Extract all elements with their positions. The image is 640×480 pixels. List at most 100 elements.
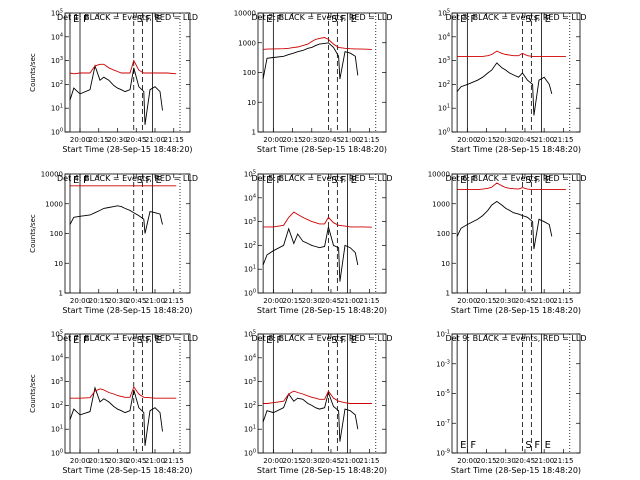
- y-tick-label: 103: [51, 377, 63, 386]
- y-tick-label: 102: [244, 241, 256, 250]
- x-tick-label: 20:30: [496, 297, 516, 305]
- x-tick-label: 21:15: [164, 136, 184, 144]
- event-marker-label: E: [156, 335, 162, 346]
- event-marker-label: S: [525, 440, 531, 451]
- series-events-line: [69, 386, 163, 446]
- x-axis-label: Start Time (28-Sep-15 18:48:20): [451, 466, 581, 475]
- event-marker-label: E: [351, 14, 357, 25]
- y-tick-label: 102: [244, 401, 256, 410]
- plot-frame: [64, 12, 191, 133]
- event-marker-label: F: [534, 440, 540, 451]
- x-tick-label: 20:30: [302, 457, 322, 465]
- x-tick-label: 20:30: [107, 457, 127, 465]
- event-marker-label: E: [73, 14, 79, 25]
- x-tick-label: 20:00: [70, 297, 90, 305]
- event-marker-label: S: [137, 335, 143, 346]
- plot-frame: [451, 173, 581, 294]
- event-marker-label: S: [331, 175, 337, 186]
- y-tick-label: 101: [244, 425, 256, 434]
- y-tick-label: 103: [244, 377, 256, 386]
- x-tick-label: 20:30: [107, 136, 127, 144]
- event-marker-label: E: [545, 175, 551, 186]
- y-tick-label: 100: [437, 230, 450, 238]
- x-tick-label: 21:00: [145, 297, 165, 305]
- x-axis-label: Start Time (28-Sep-15 18:48:20): [257, 306, 387, 315]
- event-marker-label: F: [146, 175, 152, 186]
- x-tick-label: 21:15: [359, 297, 379, 305]
- x-tick-label: 21:00: [145, 457, 165, 465]
- x-tick-label: 20:45: [321, 297, 341, 305]
- x-tick-label: 20:30: [496, 136, 516, 144]
- x-tick-label: 21:15: [164, 457, 184, 465]
- y-tick-label: 10: [54, 260, 63, 268]
- panel-det-1: 10010110210310410520:0020:1520:3020:4521…: [29, 9, 198, 155]
- event-marker-label: E: [266, 335, 272, 346]
- panel-title: Det 9: BLACK = Events, RED = LLD: [446, 334, 587, 343]
- plot-frame: [257, 12, 387, 133]
- x-tick-label: 21:15: [359, 136, 379, 144]
- event-marker-label: F: [534, 175, 540, 186]
- y-tick-label: 10-1: [436, 330, 450, 339]
- event-marker-label: F: [83, 335, 89, 346]
- event-marker-label: E: [351, 335, 357, 346]
- event-marker-label: F: [534, 14, 540, 25]
- y-tick-label: 1000: [238, 39, 256, 47]
- panel-title: Det 7: BLACK = Events, RED = LLD: [57, 334, 198, 343]
- y-tick-label: 10-9: [436, 449, 450, 458]
- x-tick-label: 20:45: [321, 136, 341, 144]
- x-axis-label: Start Time (28-Sep-15 18:48:20): [62, 145, 192, 154]
- plot-frame: [64, 333, 191, 454]
- x-tick-label: 20:15: [476, 457, 496, 465]
- panel-title: Det 1: BLACK = Events, RED = LLD: [57, 13, 198, 22]
- y-tick-label: 10000: [428, 171, 450, 179]
- series-events-line: [262, 42, 359, 80]
- y-tick-label: 1: [59, 290, 63, 298]
- event-marker-label: E: [460, 440, 466, 451]
- panel-det-6: 1 10 100 1000 10000 20:00 20:15 20:30 20:45 21:00…: [428, 171, 587, 316]
- x-axis-label: Start Time (28-Sep-15 18:48:20): [451, 306, 581, 315]
- y-tick-label: 101: [438, 104, 450, 113]
- x-tick-label: 20:15: [282, 457, 302, 465]
- x-tick-label: 20:45: [515, 297, 535, 305]
- y-tick-label: 102: [438, 80, 450, 89]
- panel-det-7: 10010110210310410520:0020:1520:3020:4521…: [29, 330, 198, 476]
- y-tick-label: 10000: [234, 10, 256, 18]
- x-tick-label: 21:00: [145, 136, 165, 144]
- x-axis-label: Start Time (28-Sep-15 18:48:20): [62, 466, 192, 475]
- event-marker-label: E: [73, 335, 79, 346]
- panel-title: Det 2: BLACK = Events, RED = LLD: [252, 13, 393, 22]
- event-marker-label: E: [156, 14, 162, 25]
- x-tick-label: 20:15: [476, 136, 496, 144]
- x-tick-label: 20:00: [263, 457, 283, 465]
- x-tick-label: 21:00: [340, 457, 360, 465]
- plot-frame: [451, 12, 581, 133]
- series-events-line: [456, 200, 553, 250]
- x-tick-label: 20:45: [126, 136, 146, 144]
- y-tick-label: 100: [244, 449, 256, 458]
- y-tick-label: 105: [51, 330, 63, 339]
- event-marker-label: F: [276, 175, 282, 186]
- x-tick-label: 20:00: [70, 136, 90, 144]
- x-tick-label: 20:15: [476, 297, 496, 305]
- x-tick-label: 20:00: [263, 297, 283, 305]
- y-tick-label: 10: [247, 99, 256, 107]
- panel-title: Det 6: BLACK = Events, RED = LLD: [446, 174, 587, 183]
- x-tick-label: 21:15: [164, 297, 184, 305]
- event-marker-label: F: [83, 175, 89, 186]
- x-tick-label: 20:00: [457, 297, 477, 305]
- event-marker-label: E: [266, 175, 272, 186]
- x-tick-label: 21:15: [553, 457, 573, 465]
- x-tick-label: 21:15: [359, 457, 379, 465]
- y-tick-label: 101: [244, 265, 256, 274]
- y-tick-label: 1000: [45, 200, 63, 208]
- x-tick-label: 20:45: [126, 457, 146, 465]
- x-tick-label: 20:45: [126, 297, 146, 305]
- event-marker-label: F: [340, 14, 346, 25]
- x-tick-label: 21:00: [340, 136, 360, 144]
- event-marker-label: E: [266, 14, 272, 25]
- y-tick-label: 10-7: [436, 419, 450, 428]
- x-tick-label: 20:45: [321, 457, 341, 465]
- event-marker-label: E: [73, 175, 79, 186]
